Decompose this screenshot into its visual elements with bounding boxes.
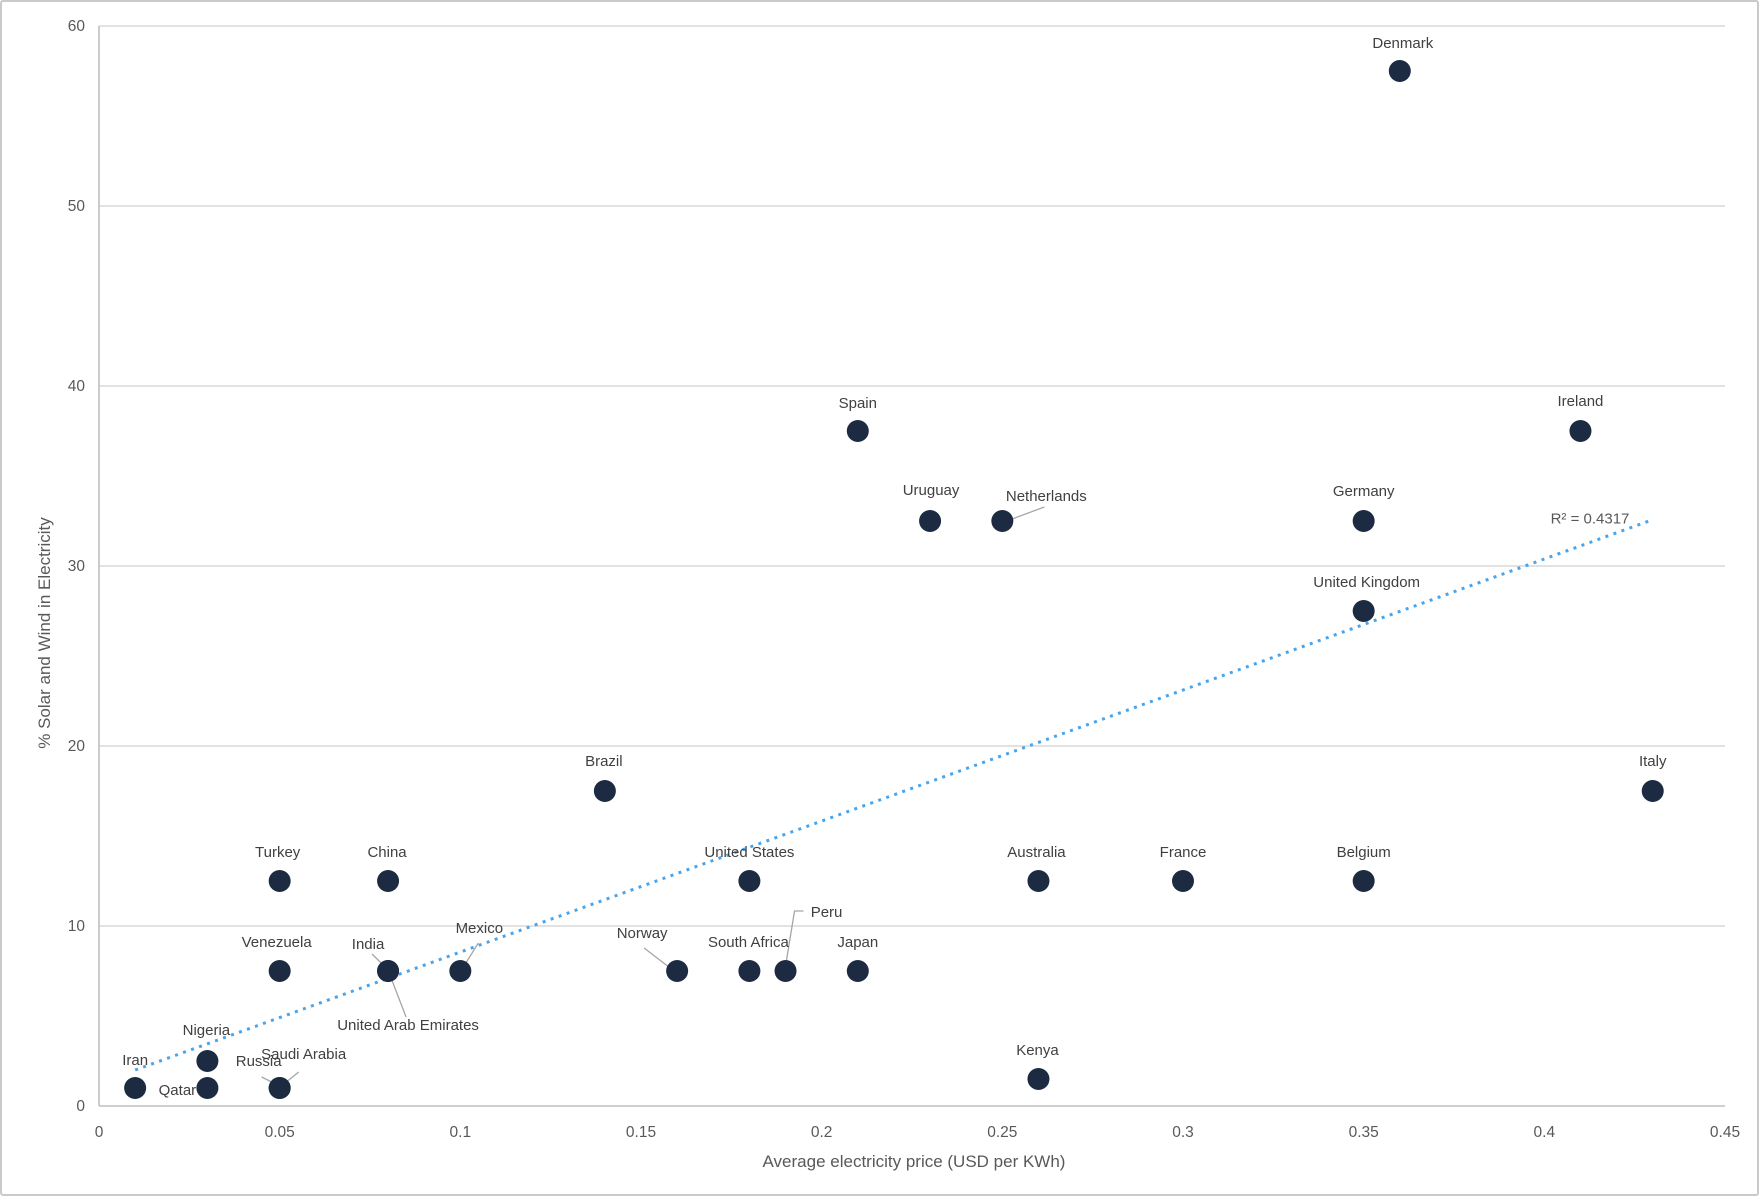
data-point-dot bbox=[1388, 60, 1411, 82]
x-tick-label: 0 bbox=[95, 1124, 104, 1141]
data-point-dot bbox=[774, 960, 797, 982]
data-point-dot bbox=[738, 960, 761, 982]
data-point-dot bbox=[124, 1077, 147, 1099]
data-point-label: France bbox=[1160, 844, 1207, 861]
y-tick-label: 20 bbox=[68, 738, 86, 755]
data-point-label: Japan bbox=[837, 934, 878, 951]
data-point-dot bbox=[666, 960, 689, 982]
label-leader-line bbox=[784, 910, 804, 967]
data-point-label: Qatar bbox=[159, 1082, 197, 1099]
data-point-label: Spain bbox=[839, 395, 877, 412]
data-point-dot bbox=[1027, 870, 1050, 892]
data-point-label: Saudi Arabia bbox=[261, 1046, 347, 1063]
data-point-dot bbox=[846, 960, 869, 982]
y-tick-label: 50 bbox=[68, 198, 86, 215]
data-point-dot bbox=[196, 1077, 219, 1099]
label-leader-line bbox=[390, 977, 407, 1018]
data-point-label: United States bbox=[704, 844, 794, 861]
data-point-label: Uruguay bbox=[903, 482, 960, 499]
x-tick-label: 0.05 bbox=[265, 1124, 295, 1141]
x-tick-label: 0.2 bbox=[811, 1124, 833, 1141]
trendline bbox=[134, 519, 1650, 1072]
data-point-dot bbox=[449, 960, 472, 982]
x-tick-label: 0.35 bbox=[1349, 1124, 1379, 1141]
data-point-label: China bbox=[367, 844, 407, 861]
label-leader-line bbox=[643, 947, 671, 969]
x-tick-label: 0.4 bbox=[1534, 1124, 1556, 1141]
x-tick-label: 0.15 bbox=[626, 1124, 656, 1141]
data-point-dot bbox=[1027, 1068, 1050, 1090]
data-point-label: Netherlands bbox=[1006, 488, 1087, 505]
data-point-dot bbox=[1352, 870, 1375, 892]
data-point-label: Australia bbox=[1007, 844, 1066, 861]
y-tick-label: 10 bbox=[68, 918, 86, 935]
y-tick-label: 0 bbox=[76, 1098, 85, 1115]
data-point-label: India bbox=[352, 936, 385, 953]
data-point-dot bbox=[846, 420, 869, 442]
data-point-label: Iran bbox=[122, 1052, 148, 1069]
data-point-label: Ireland bbox=[1558, 393, 1604, 410]
data-point-label: Germany bbox=[1333, 483, 1395, 500]
data-point-dot bbox=[268, 870, 291, 892]
data-point-dot bbox=[593, 780, 616, 802]
label-leader-line bbox=[1009, 506, 1045, 521]
data-point-dot bbox=[1569, 420, 1592, 442]
data-point-label: Belgium bbox=[1337, 844, 1391, 861]
data-point-dot bbox=[1172, 870, 1194, 892]
r-squared-label: R² = 0.4317 bbox=[1550, 510, 1630, 528]
data-point-label: United Kingdom bbox=[1313, 574, 1420, 591]
data-point-label: Italy bbox=[1639, 753, 1667, 770]
x-tick-label: 0.25 bbox=[987, 1124, 1017, 1141]
data-point-label: Venezuela bbox=[242, 934, 313, 951]
data-point-label: Nigeria bbox=[183, 1022, 231, 1039]
y-axis-title: % Solar and Wind in Electricity bbox=[35, 517, 54, 749]
data-point-dot bbox=[268, 960, 291, 982]
data-point-label: Norway bbox=[617, 925, 668, 942]
x-axis-title: Average electricity price (USD per KWh) bbox=[762, 1152, 1066, 1171]
data-point-dot bbox=[1641, 780, 1664, 802]
data-point-dot bbox=[919, 510, 942, 532]
data-point-dot bbox=[377, 960, 400, 982]
x-tick-label: 0.1 bbox=[450, 1124, 472, 1141]
data-point-label: Russia bbox=[236, 1053, 283, 1070]
data-point-dot bbox=[268, 1077, 291, 1099]
data-point-label: Turkey bbox=[255, 844, 301, 861]
data-point-dot bbox=[1352, 600, 1375, 622]
data-point-dot bbox=[991, 510, 1014, 532]
data-point-label: Kenya bbox=[1016, 1042, 1059, 1059]
data-point-label: Denmark bbox=[1372, 35, 1433, 52]
data-point-dot bbox=[738, 870, 761, 892]
x-tick-label: 0.3 bbox=[1172, 1124, 1194, 1141]
y-tick-label: 40 bbox=[68, 378, 86, 395]
y-tick-label: 60 bbox=[68, 18, 86, 35]
y-tick-label: 30 bbox=[68, 558, 86, 575]
data-point-dot bbox=[1352, 510, 1375, 532]
data-point-label: Mexico bbox=[456, 920, 504, 937]
data-point-dot bbox=[377, 870, 400, 892]
data-point-label: Brazil bbox=[585, 753, 623, 770]
data-point-dot bbox=[196, 1050, 219, 1072]
data-point-label: Peru bbox=[811, 904, 843, 921]
x-tick-label: 0.45 bbox=[1710, 1124, 1740, 1141]
data-point-label: South Africa bbox=[708, 934, 790, 951]
data-point-label: United Arab Emirates bbox=[337, 1017, 479, 1034]
